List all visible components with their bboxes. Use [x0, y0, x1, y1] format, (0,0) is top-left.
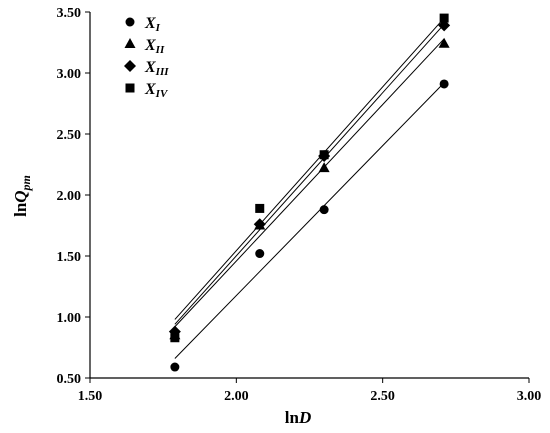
trendline-series-1 [174, 82, 445, 359]
y-tick-label: 0.50 [57, 372, 82, 387]
data-point-series-4 [170, 333, 180, 343]
x-axis-title: lnD [285, 408, 311, 427]
data-point-series-2 [318, 162, 330, 173]
y-tick-label: 1.00 [57, 311, 82, 326]
data-point-series-3 [253, 218, 266, 231]
trendline-series-2 [174, 38, 445, 328]
data-point-series-4 [319, 150, 329, 160]
axes: 0.50 1.00 1.50 2.00 2.50 3.00 3.50 1.50 2.00 2.50… [57, 6, 542, 404]
data-point-series-2 [438, 37, 450, 48]
y-tick-label: 1.50 [57, 250, 82, 265]
legend-label-1: XI [144, 15, 161, 34]
y-tick-label: 3.50 [57, 6, 82, 21]
y-tick-label: 2.50 [57, 128, 82, 143]
trendline-series-3 [174, 23, 445, 325]
trendlines [174, 17, 445, 359]
legend-marker-2 [124, 38, 136, 48]
legend-marker-3 [124, 60, 136, 72]
legend-marker-4 [125, 83, 135, 93]
data-point-series-4 [439, 13, 449, 23]
data-point-series-1 [439, 79, 449, 89]
y-tick-label: 2.00 [57, 189, 82, 204]
legend-label-2: XII [144, 37, 165, 56]
x-tick-label: 2.00 [224, 389, 249, 404]
data-point-series-4 [255, 203, 265, 213]
legend-marker-1 [125, 17, 135, 27]
data-points [168, 13, 451, 372]
legend: XI XII XIII XIV [124, 15, 169, 100]
data-point-series-1 [255, 249, 265, 259]
x-tick-label: 3.00 [517, 389, 542, 404]
y-tick-label: 3.00 [57, 67, 82, 82]
x-tick-label: 1.50 [78, 389, 103, 404]
y-axis-title: lnQpm [11, 175, 33, 217]
legend-label-3: XIII [144, 59, 169, 78]
x-tick-label: 2.50 [370, 389, 395, 404]
data-point-series-1 [319, 205, 329, 215]
legend-label-4: XIV [144, 81, 169, 100]
data-point-series-1 [170, 362, 180, 372]
trendline-series-4 [174, 17, 445, 320]
